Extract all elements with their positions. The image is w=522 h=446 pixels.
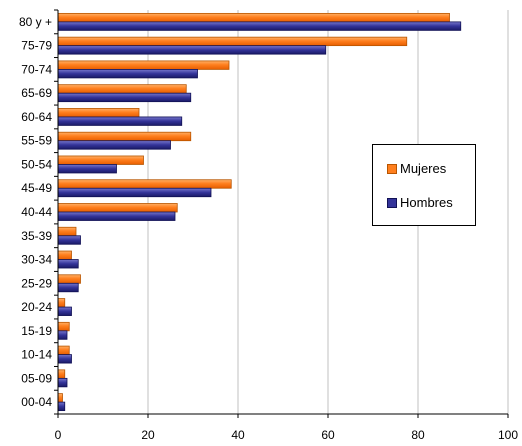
bar-mujeres — [57, 226, 77, 237]
y-tick-label: 10-14 — [21, 348, 52, 362]
y-tick-label: 70-74 — [21, 62, 52, 76]
bar-hombres — [57, 92, 192, 103]
bar-hombres — [57, 401, 66, 412]
y-tick-label: 05-09 — [21, 371, 52, 385]
bar-hombres — [57, 45, 327, 55]
bar-mujeres — [57, 179, 232, 189]
bar-mujeres — [57, 393, 63, 403]
bar-mujeres — [57, 36, 408, 47]
y-tick-label: 25-29 — [21, 276, 52, 290]
bar-hombres — [57, 140, 171, 150]
x-tick-label: 80 — [411, 428, 425, 442]
bar-hombres — [57, 235, 81, 245]
bar-hombres — [57, 164, 117, 174]
legend-swatch-mujeres — [387, 163, 397, 174]
bar-mujeres — [57, 250, 72, 260]
x-tick-label: 20 — [141, 428, 155, 442]
y-tick-label: 60-64 — [21, 110, 52, 124]
legend: Mujeres Hombres — [372, 144, 476, 226]
bar-mujeres — [57, 298, 66, 308]
y-tick-label: 65-69 — [21, 86, 52, 100]
y-tick-label: 55-59 — [21, 134, 52, 148]
bar-hombres — [57, 69, 198, 79]
y-tick-label: 30-34 — [21, 253, 52, 267]
bar-hombres — [57, 377, 68, 388]
y-tick-label: 35-39 — [21, 229, 52, 243]
axes — [54, 9, 509, 418]
y-tick-label: 75-79 — [21, 39, 52, 53]
y-tick-label: 80 y + — [19, 15, 52, 29]
bar-hombres — [57, 354, 72, 364]
bar-hombres — [57, 282, 79, 293]
legend-swatch-hombres — [387, 197, 397, 208]
x-tick-label: 60 — [321, 428, 335, 442]
bar-hombres — [57, 330, 68, 340]
bar-hombres — [57, 187, 212, 198]
legend-item-mujeres: Mujeres — [387, 161, 446, 176]
legend-item-hombres: Hombres — [387, 195, 453, 210]
y-tick-label: 50-54 — [21, 157, 52, 171]
bar-mujeres — [57, 108, 140, 118]
y-tick-label: 15-19 — [21, 324, 52, 338]
y-tick-label: 40-44 — [21, 205, 52, 219]
bar-mujeres — [57, 203, 178, 213]
x-tick-label: 100 — [498, 428, 518, 442]
y-tick-label: 45-49 — [21, 181, 52, 195]
bar-hombres — [57, 211, 176, 221]
bar-hombres — [57, 116, 183, 126]
bars — [57, 12, 462, 412]
y-tick-label: 20-24 — [21, 300, 52, 314]
legend-label-hombres: Hombres — [400, 195, 453, 210]
legend-label-mujeres: Mujeres — [400, 161, 447, 176]
bar-hombres — [57, 259, 79, 269]
bar-mujeres — [57, 274, 81, 284]
bar-mujeres — [57, 131, 192, 142]
bar-mujeres — [57, 345, 70, 355]
x-tick-labels: 0 20 40 60 80 100 — [55, 428, 519, 442]
bar-mujeres — [57, 321, 70, 332]
x-tick-label: 40 — [231, 428, 245, 442]
x-tick-label: 0 — [55, 428, 62, 442]
bar-mujeres — [57, 369, 66, 379]
bar-hombres — [57, 306, 72, 316]
bar-mujeres — [57, 84, 187, 94]
bar-mujeres — [57, 60, 230, 70]
y-tick-labels: 80 y + 75-79 70-74 65-69 60-64 55-59 50-54 45-4… — [19, 15, 52, 409]
bar-mujeres — [57, 12, 450, 23]
bar-hombres — [57, 21, 462, 31]
gridlines — [147, 10, 509, 414]
bar-mujeres — [57, 155, 144, 165]
y-tick-label: 00-04 — [21, 395, 52, 409]
